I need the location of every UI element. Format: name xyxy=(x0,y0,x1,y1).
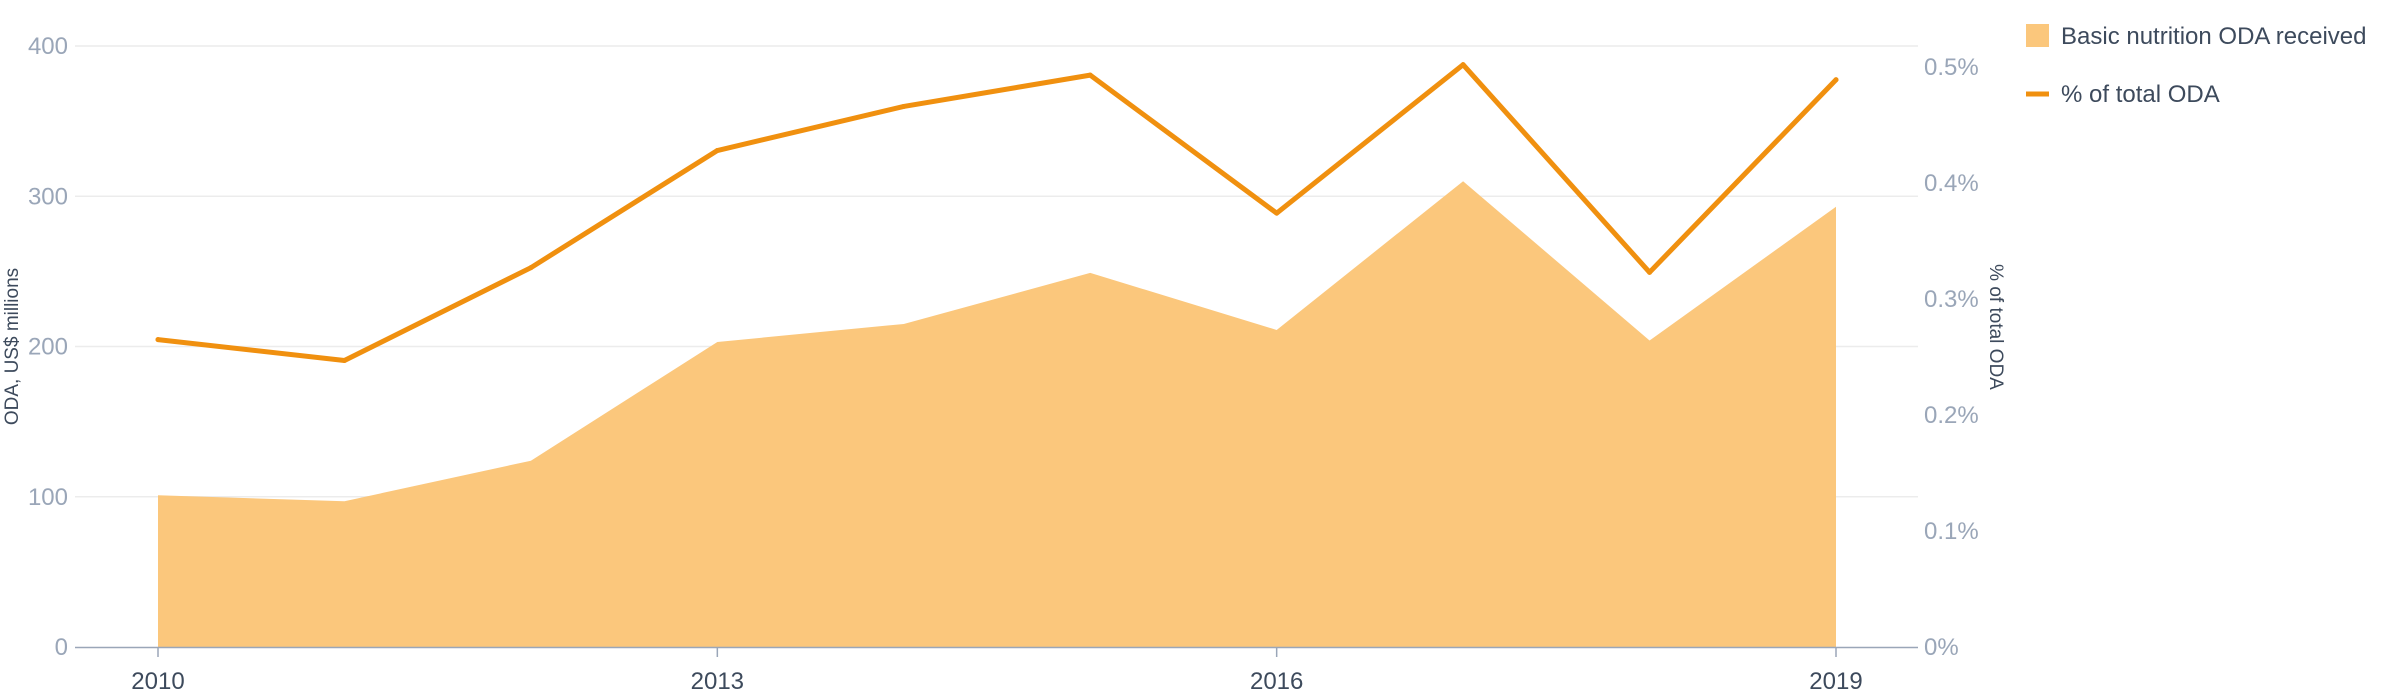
line-point-2017[interactable] xyxy=(1460,62,1466,68)
line-point-2013[interactable] xyxy=(714,148,720,154)
legend-label-area[interactable]: Basic nutrition ODA received xyxy=(2061,23,2366,50)
legend-label-line[interactable]: % of total ODA xyxy=(2061,81,2220,108)
area-series xyxy=(158,181,1836,647)
right-tick-label-3: 0.3% xyxy=(1924,286,1979,313)
right-tick-label-1: 0.1% xyxy=(1924,518,1979,545)
x-tick-label-2016: 2016 xyxy=(1250,668,1303,695)
right-axis-ticks: 0% 0.1% 0.2% 0.3% 0.4% 0.5% xyxy=(1924,54,1979,661)
line-point-2011[interactable] xyxy=(341,357,347,363)
line-point-2018[interactable] xyxy=(1647,269,1653,275)
left-tick-label-200: 200 xyxy=(28,334,68,361)
left-axis-ticks: 0 100 200 300 400 xyxy=(28,33,68,661)
right-tick-label-4: 0.4% xyxy=(1924,170,1979,197)
x-tick-label-2013: 2013 xyxy=(691,668,744,695)
right-tick-label-0: 0% xyxy=(1924,634,1959,661)
line-point-2015[interactable] xyxy=(1087,72,1093,78)
line-point-2014[interactable] xyxy=(901,103,907,109)
left-axis-title: ODA, US$ millions xyxy=(2,268,23,425)
line-series-pct-total-oda xyxy=(155,62,1839,363)
legend-swatch-area[interactable] xyxy=(2026,24,2049,47)
legend: Basic nutrition ODA received % of total … xyxy=(2026,23,2366,108)
line-point-2012[interactable] xyxy=(528,265,534,271)
right-axis-title: % of total ODA xyxy=(1985,264,2006,390)
left-tick-label-0: 0 xyxy=(55,634,68,661)
x-tick-label-2019: 2019 xyxy=(1809,668,1862,695)
x-axis-ticks: 2010 2013 2016 2019 xyxy=(131,647,1863,695)
line-series xyxy=(155,62,1839,363)
left-tick-label-400: 400 xyxy=(28,33,68,60)
line-point-2010[interactable] xyxy=(155,337,161,343)
line-point-2019[interactable] xyxy=(1833,77,1839,83)
line-point-2016[interactable] xyxy=(1274,210,1280,216)
x-tick-label-2010: 2010 xyxy=(131,668,184,695)
left-tick-label-100: 100 xyxy=(28,484,68,511)
left-tick-label-300: 300 xyxy=(28,183,68,210)
right-tick-label-2: 0.2% xyxy=(1924,402,1979,429)
area-series-basic-nutrition-oda xyxy=(158,181,1836,647)
right-tick-label-5: 0.5% xyxy=(1924,54,1979,81)
